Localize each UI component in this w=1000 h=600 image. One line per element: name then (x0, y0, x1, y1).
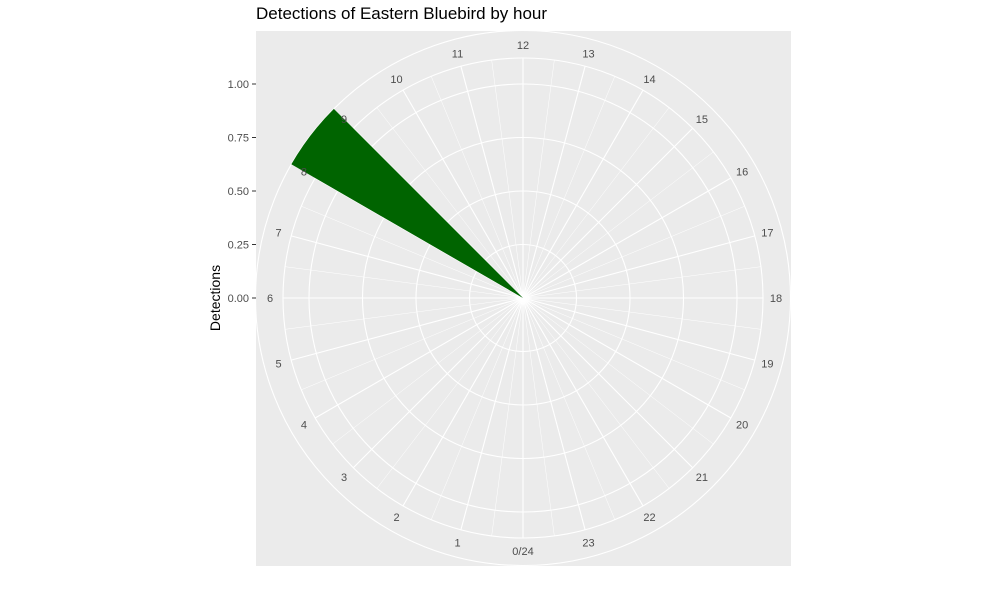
hour-label: 4 (301, 420, 307, 432)
grid-spoke-minor (491, 297, 524, 536)
grid-spoke-minor (522, 297, 761, 330)
grid-spoke-minor (285, 297, 524, 330)
grid-spoke (522, 297, 755, 361)
grid-spoke-minor (522, 297, 616, 520)
grid-spoke (522, 297, 586, 530)
y-tick-label: 0.75 (228, 133, 249, 145)
y-tick-label: 1.00 (228, 79, 249, 91)
hour-label: 23 (582, 537, 594, 549)
grid-spoke (522, 89, 644, 299)
y-axis: 0.00 0.25 0.50 0.75 1.00 (228, 79, 256, 305)
grid-spoke (352, 297, 524, 469)
grid-spoke-minor (522, 205, 745, 299)
grid-spoke (402, 297, 524, 507)
grid-spoke-minor (376, 297, 524, 489)
hour-label: 15 (696, 114, 708, 126)
hour-label: 13 (582, 49, 594, 61)
grid-spoke (460, 297, 524, 530)
grid-spoke (522, 297, 644, 507)
hour-label: 18 (770, 293, 782, 305)
hour-label: 1 (454, 537, 460, 549)
grid-spoke (522, 297, 732, 419)
hour-label: 22 (643, 512, 655, 524)
hour-label: 16 (736, 167, 748, 179)
grid-spoke-minor (491, 60, 524, 299)
hour-label: 5 (276, 358, 282, 370)
hour-label: 19 (761, 358, 773, 370)
hour-label: 12 (517, 40, 529, 52)
grid-spoke-minor (522, 297, 714, 445)
grid-spoke-minor (301, 205, 524, 299)
grid-spoke-minor (522, 297, 745, 391)
grid-spoke (522, 177, 732, 299)
grid-spoke (291, 235, 524, 299)
grid-spoke (522, 66, 586, 299)
grid-spoke-minor (522, 60, 555, 299)
grid-spoke-minor (522, 76, 616, 299)
grid-spoke-minor (430, 76, 524, 299)
grid-spoke-minor (522, 151, 714, 299)
hour-label: 10 (390, 74, 402, 86)
hour-labels: 0/24123456789101112131415161718192021222… (267, 40, 782, 558)
grid-spoke-minor (332, 297, 524, 445)
grid-spoke (522, 235, 755, 299)
hour-label: 2 (393, 512, 399, 524)
bar-hour-8 (291, 108, 523, 298)
hour-label: 20 (736, 420, 748, 432)
grid-spoke (314, 297, 524, 419)
grid-spoke-minor (522, 297, 555, 536)
grid-spoke-minor (285, 266, 524, 299)
y-tick-label: 0.00 (228, 293, 249, 305)
grid-spoke (291, 297, 524, 361)
grid-spoke-minor (301, 297, 524, 391)
grid-spoke-minor (522, 266, 761, 299)
hour-label: 9 (341, 114, 347, 126)
grid-spoke-minor (522, 107, 670, 299)
bars (291, 108, 523, 298)
grid-spoke-minor (430, 297, 524, 520)
grid-spoke (522, 127, 694, 299)
hour-label: 21 (696, 472, 708, 484)
grid-spoke-minor (376, 107, 524, 299)
hour-label: 11 (452, 49, 463, 61)
chart-title: Detections of Eastern Bluebird by hour (256, 4, 548, 23)
grid-spoke (402, 89, 524, 299)
y-tick-label: 0.50 (228, 186, 249, 198)
grid-spoke (460, 66, 524, 299)
hour-label: 6 (267, 293, 273, 305)
grid-spoke (522, 297, 694, 469)
hour-label: 8 (301, 167, 307, 179)
hour-label: 3 (341, 472, 347, 484)
hour-label: 14 (643, 74, 655, 86)
y-tick-label: 0.25 (228, 240, 249, 252)
hour-label: 0/24 (512, 546, 533, 558)
y-axis-title: Detections (207, 265, 223, 331)
hour-label: 17 (761, 228, 773, 240)
grid-spoke-minor (522, 297, 670, 489)
hour-label: 7 (276, 228, 282, 240)
